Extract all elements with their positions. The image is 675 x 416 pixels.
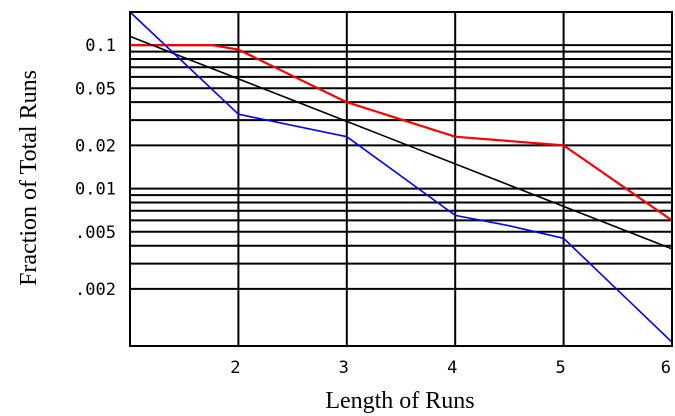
y-tick-label: .002 xyxy=(75,280,116,300)
y-tick-label: 0.01 xyxy=(75,180,116,200)
y-axis-label: Fraction of Total Runs xyxy=(16,70,42,286)
y-tick-label: 0.05 xyxy=(75,79,116,99)
x-tick-label: 5 xyxy=(555,358,565,378)
x-tick-label: 2 xyxy=(230,358,240,378)
x-tick-label: 3 xyxy=(339,358,349,378)
x-tick-label: 6 xyxy=(661,358,671,378)
series-line-1 xyxy=(130,43,673,222)
x-axis-label: Length of Runs xyxy=(325,388,474,414)
series-layer xyxy=(129,11,673,343)
y-tick-labels: 0.1 0.05 0.02 0.01 .005 .002 xyxy=(75,36,116,300)
series-line-2 xyxy=(129,35,673,250)
y-tick-label: .005 xyxy=(75,223,116,243)
y-gridlines xyxy=(130,44,672,290)
series-line-3 xyxy=(129,11,673,343)
x-tick-label: 4 xyxy=(447,358,457,378)
y-tick-label: 0.1 xyxy=(85,36,116,56)
x-gridlines xyxy=(237,12,565,346)
plot-frame xyxy=(129,11,673,347)
y-tick-label: 0.02 xyxy=(75,136,116,156)
x-tick-labels: 2 3 4 5 6 xyxy=(230,358,671,378)
